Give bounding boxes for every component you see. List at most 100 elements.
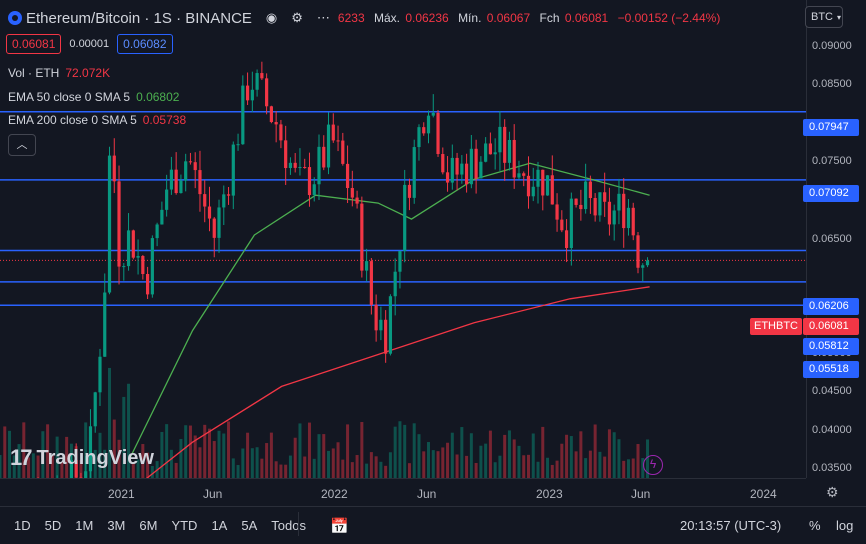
range-5y[interactable]: 5A <box>241 518 258 533</box>
ema200-legend[interactable]: EMA 200 close 0 SMA 5 0.05738 <box>8 113 186 127</box>
candle-body <box>607 201 612 225</box>
candle-body <box>69 460 74 478</box>
candle-body <box>436 112 440 155</box>
candle-body <box>250 89 254 101</box>
candle-body <box>617 193 621 211</box>
currency-select[interactable]: BTC ▾ <box>805 6 843 28</box>
range-all[interactable]: Todos <box>271 518 306 533</box>
volume-bar <box>3 426 7 478</box>
volume-bar <box>498 455 502 478</box>
volume-bar <box>636 444 640 478</box>
range-1m[interactable]: 1M <box>75 518 94 533</box>
candle-body <box>503 126 507 163</box>
hline-label[interactable]: 0.07947 <box>803 119 859 136</box>
hline-label[interactable]: 0.07092 <box>803 185 859 202</box>
volume-legend[interactable]: Vol · ETH 72.072K <box>8 66 110 80</box>
clock-timezone[interactable]: 20:13:57 (UTC-3) <box>680 518 782 533</box>
candle-body <box>74 460 78 478</box>
price-scale[interactable] <box>806 0 866 478</box>
chart-svg[interactable] <box>0 0 806 478</box>
log-scale-toggle[interactable]: log <box>836 518 854 533</box>
volume-bar <box>336 442 340 478</box>
volume-bar <box>479 445 483 478</box>
candle-body <box>536 169 540 187</box>
chart-area[interactable]: Ethereum/Bitcoin · 1S · BINANCE ◉ ⚙ ⋯ 62… <box>0 0 806 478</box>
volume-bar <box>27 457 31 478</box>
candle-body <box>260 73 264 79</box>
volume-bar <box>574 451 578 478</box>
candle-body <box>460 163 464 175</box>
more-icon[interactable]: ⋯ <box>316 10 330 25</box>
hline-label[interactable]: 0.06206 <box>803 298 859 315</box>
candle-body <box>303 167 307 169</box>
volume-bar <box>255 447 259 478</box>
volume-bar <box>222 433 226 478</box>
time-tick: 2024 <box>750 487 777 501</box>
last-price-label: 0.06081 <box>803 318 859 335</box>
settings-icon[interactable]: ⚙ <box>291 10 303 25</box>
volume-bar <box>488 430 492 478</box>
candle-body <box>255 73 259 90</box>
range-5d[interactable]: 5D <box>44 518 62 533</box>
sell-button[interactable]: 0.06081 <box>6 34 62 54</box>
range-3m[interactable]: 3M <box>107 518 126 533</box>
chart-settings-gear-icon[interactable]: ⚙ <box>826 484 839 500</box>
time-tick: 2021 <box>108 487 135 501</box>
candle-body <box>417 127 421 148</box>
volume-bar <box>65 436 69 478</box>
volume-bar <box>193 435 197 478</box>
symbol-title[interactable]: Ethereum/Bitcoin · 1S · BINANCE <box>26 9 252 27</box>
volume-bar <box>31 453 35 478</box>
volume-bar <box>393 426 397 478</box>
candle-body <box>379 319 383 331</box>
calendar-range-icon[interactable]: 📅 <box>329 517 349 535</box>
candle-body <box>469 148 473 185</box>
tradingview-logo[interactable]: 17 TradingView <box>10 445 154 471</box>
candle-body <box>345 163 350 189</box>
candle-body <box>93 392 97 427</box>
candle-body <box>426 115 431 134</box>
volume-bar <box>412 423 416 478</box>
eye-icon[interactable]: ◉ <box>265 10 278 25</box>
volume-bar <box>317 434 321 478</box>
hline-label[interactable]: 0.05812 <box>803 338 859 355</box>
candle-body <box>136 256 140 258</box>
volume-bar <box>431 450 435 478</box>
volume-bar <box>474 462 478 478</box>
volume-bar <box>203 424 207 478</box>
volume-bar <box>365 463 369 478</box>
volume-bar <box>379 461 383 478</box>
open-value: 6233 <box>337 11 365 25</box>
volume-bar <box>55 436 59 478</box>
hline-label[interactable]: 0.05518 <box>803 361 859 378</box>
range-1d[interactable]: 1D <box>14 518 31 533</box>
flash-icon[interactable]: ϟ <box>643 455 663 475</box>
volume-bar <box>622 460 626 478</box>
volume-bar <box>274 461 278 478</box>
change-value: −0.00152 (−2.44%) <box>617 11 721 25</box>
collapse-legend-button[interactable]: ︿ <box>8 134 36 156</box>
candle-body <box>155 224 159 239</box>
volume-bar <box>207 428 211 478</box>
candle-body <box>393 271 397 297</box>
ema50-legend[interactable]: EMA 50 close 0 SMA 5 0.06802 <box>8 90 179 104</box>
candle-body <box>117 181 121 267</box>
volume-bar <box>531 433 535 478</box>
buy-button[interactable]: 0.06082 <box>117 34 173 54</box>
candle-body <box>317 146 321 185</box>
trade-panel: 0.06081 0.00001 0.06082 <box>6 34 173 54</box>
volume-bar <box>288 455 292 478</box>
candle-body <box>455 157 459 175</box>
range-1y[interactable]: 1A <box>211 518 228 533</box>
volume-bar <box>526 454 530 478</box>
candle-body <box>384 319 388 354</box>
time-axis[interactable]: 2021 Jun 2022 Jun 2023 Jun 2024 <box>0 478 806 504</box>
range-6m[interactable]: 6M <box>139 518 158 533</box>
range-ytd[interactable]: YTD <box>171 518 198 533</box>
percent-scale-toggle[interactable]: % <box>809 518 821 533</box>
volume-bar <box>307 422 311 478</box>
candle-body <box>131 230 135 258</box>
volume-bar <box>112 419 116 478</box>
volume-bar <box>469 433 473 478</box>
volume-bar <box>231 458 235 478</box>
